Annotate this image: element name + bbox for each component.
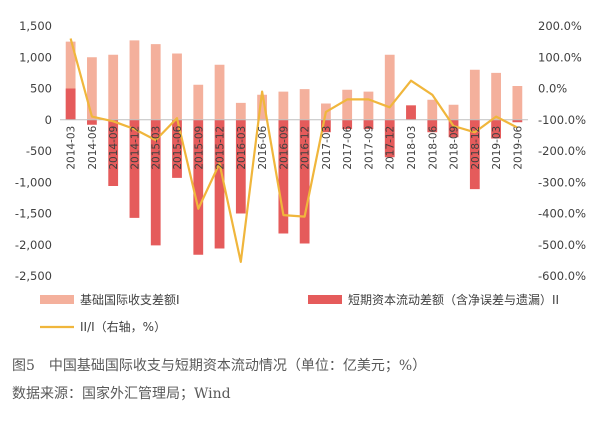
x-axis-tick-label: 2015-12 (215, 126, 227, 170)
bar-basic-balance (87, 57, 97, 120)
x-axis-tick-label: 2018-06 (427, 125, 439, 169)
bar-short-term-capital (87, 119, 97, 125)
bar-basic-balance (342, 89, 353, 120)
data-source-note: 数据来源：国家外汇管理局；Wind (12, 386, 231, 402)
bar-basic-balance (214, 64, 225, 120)
bar-short-term-capital (321, 119, 331, 133)
x-axis-tick-label: 2019-03 (491, 126, 503, 170)
legend-swatch-short-term-capital (308, 295, 342, 304)
right-axis-tick-label: -400.0% (538, 207, 586, 221)
bar-basic-balance (384, 54, 395, 120)
left-axis-tick-label: -2,500 (15, 269, 52, 283)
series-ratio-line (69, 38, 518, 263)
legend-label-basic-balance: 基础国际收支差额I (80, 293, 180, 307)
bar-basic-balance (469, 69, 480, 120)
bar-basic-balance (193, 84, 204, 120)
x-axis-tick-label: 2017-06 (342, 125, 354, 169)
figure-caption: 图5 中国基础国际收支与短期资本流动情况（单位：亿美元；%） (12, 358, 427, 374)
x-axis-tick-label: 2014-03 (66, 126, 78, 170)
x-axis-tick-label: 2015-09 (193, 126, 205, 170)
right-axis-tick-label: 200.0% (538, 19, 582, 33)
x-axis-tick-label: 2018-09 (449, 126, 461, 170)
x-axis-tick-label: 2018-03 (406, 126, 418, 170)
bar-short-term-capital (214, 119, 225, 249)
bar-short-term-capital (469, 119, 480, 190)
bar-basic-balance (108, 54, 119, 120)
left-axis-tick-label: 500 (30, 82, 52, 96)
x-axis-tick-label: 2016-12 (300, 126, 312, 170)
left-axis-tick-label: -500 (26, 144, 52, 158)
bar-short-term-capital (108, 119, 119, 186)
chart-canvas: 1,500 1,000 500 0 -500 -1,000 -1,500 -2,000 -2,5… (15, 19, 586, 334)
right-axis-tick-label: -200.0% (538, 144, 586, 158)
x-axis-tick-label: 2015-06 (172, 125, 184, 169)
x-axis-tick-label: 2015-03 (151, 126, 163, 170)
bar-short-term-capital (448, 119, 459, 138)
right-axis-tick-label: 100.0% (538, 50, 582, 64)
x-axis-tick-label: 2016-09 (278, 126, 290, 170)
left-axis-tick-label: 0 (45, 113, 52, 127)
x-axis-ticks: 2014-03 2014-06 2014-09 2014-12 2015-03 2015-… (66, 125, 525, 169)
bar-short-term-capital (193, 119, 204, 255)
left-axis-tick-label: -1,000 (15, 175, 52, 189)
bar-basic-balance (129, 40, 140, 120)
bar-basic-balance (257, 94, 267, 120)
x-axis-tick-label: 2016-06 (257, 125, 269, 169)
x-axis-tick-label: 2014-12 (129, 126, 141, 170)
right-axis-ticks: 200.0% 100.0% 0.0% -100.0% -200.0% -300.0% -40… (538, 19, 586, 283)
bar-basic-balance (299, 89, 310, 120)
bar-basic-balance (448, 104, 459, 120)
x-axis-tick-label: 2017-03 (321, 126, 333, 170)
bar-short-term-capital (129, 119, 140, 218)
x-axis-tick-label: 2017-09 (363, 126, 375, 170)
series-basic-balance-bars (65, 40, 523, 120)
bar-short-term-capital (363, 119, 374, 130)
right-axis-tick-label: -600.0% (538, 269, 586, 283)
x-axis-tick-label: 2019-06 (512, 125, 524, 169)
bar-short-term-capital (65, 88, 76, 120)
left-axis-tick-label: 1,000 (19, 50, 52, 64)
bar-basic-balance (491, 72, 501, 120)
bar-basic-balance (278, 91, 289, 120)
x-axis-tick-label: 2014-06 (87, 125, 99, 169)
legend: 基础国际收支差额I 短期资本流动差额（含净误差与遗漏）II II/I（右轴，%） (40, 292, 559, 334)
legend-label-ratio: II/I（右轴，%） (80, 319, 166, 334)
bar-short-term-capital (406, 105, 416, 120)
x-axis-tick-label: 2018-12 (470, 126, 482, 170)
bar-short-term-capital (172, 119, 182, 178)
bar-basic-balance (363, 91, 374, 120)
right-axis-tick-label: -300.0% (538, 175, 586, 189)
x-axis-tick-label: 2014-09 (108, 126, 120, 170)
left-axis-tick-label: -2,000 (15, 238, 52, 252)
left-axis-tick-label: -1,500 (15, 207, 52, 221)
left-axis-ticks: 1,500 1,000 500 0 -500 -1,000 -1,500 -2,000 -2,5… (15, 19, 52, 283)
legend-swatch-basic-balance (40, 295, 74, 304)
x-axis-tick-label: 2016-03 (236, 126, 248, 170)
bar-short-term-capital (384, 119, 395, 158)
right-axis-tick-label: -500.0% (538, 238, 586, 252)
left-axis-tick-label: 1,500 (19, 19, 52, 33)
bar-basic-balance (172, 53, 182, 120)
bar-basic-balance (150, 44, 161, 120)
bar-short-term-capital (299, 119, 310, 244)
bar-basic-balance (427, 99, 438, 120)
bar-basic-balance (512, 86, 523, 120)
bar-short-term-capital (512, 119, 523, 123)
bar-short-term-capital (278, 119, 289, 234)
series-short-term-capital-bars (65, 88, 523, 255)
legend-label-short-term-capital: 短期资本流动差额（含净误差与遗漏）II (348, 292, 559, 307)
bar-short-term-capital (491, 119, 501, 139)
right-axis-tick-label: -100.0% (538, 113, 586, 127)
bar-short-term-capital (427, 119, 438, 133)
bar-short-term-capital (342, 119, 353, 130)
bar-basic-balance (65, 41, 76, 120)
bar-basic-balance (235, 102, 246, 120)
x-axis-tick-label: 2017-12 (385, 126, 397, 170)
bar-short-term-capital (235, 119, 246, 214)
right-axis-tick-label: 0.0% (538, 82, 567, 96)
line-ratio (69, 38, 518, 263)
bar-short-term-capital (150, 119, 161, 246)
